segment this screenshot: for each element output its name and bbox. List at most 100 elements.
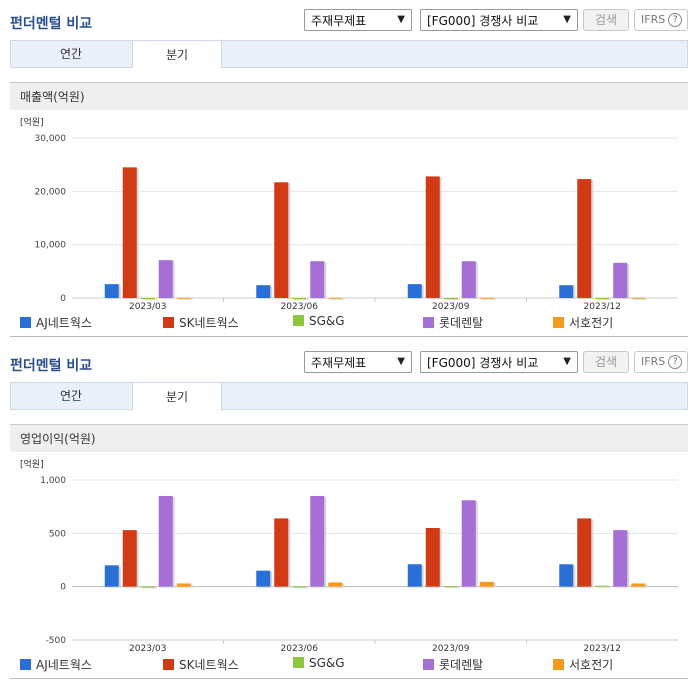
legend: AJ네트웍스 SK네트웍스 SG&G 롯데렌탈 서호전기 [20,656,680,672]
bar[interactable] [631,297,646,299]
x-tick-label: 2023/09 [432,644,470,652]
bar[interactable] [176,297,191,299]
legend-swatch [163,317,174,328]
bar[interactable] [461,261,476,298]
bar[interactable] [122,530,137,587]
bar-shadow [445,299,460,300]
bar[interactable] [407,284,422,298]
legend-item[interactable]: SG&G [293,314,345,328]
bar[interactable] [407,564,422,587]
panel-operating-profit: 펀더멘털 비교 주재무제표 ▼ [FG000] 경쟁사 비교 ▼ 검색 IFRS… [0,342,696,684]
peer-select[interactable]: [FG000] 경쟁사 비교 ▼ [420,351,578,373]
help-icon[interactable]: ? [668,355,683,369]
bar[interactable] [559,285,574,298]
bar[interactable] [274,518,289,587]
bar[interactable] [104,565,119,587]
legend-label: AJ네트웍스 [36,316,92,330]
legend-item[interactable]: SK네트웍스 [163,314,239,331]
bar[interactable] [479,581,494,587]
unit-label: [억원] [20,116,44,128]
peer-select[interactable]: [FG000] 경쟁사 비교 ▼ [420,9,578,31]
legend-swatch [423,659,434,670]
legend-label: SG&G [309,656,345,670]
legend-item[interactable]: 서호전기 [553,656,613,673]
legend-item[interactable]: AJ네트웍스 [20,314,92,331]
panel-title: 펀더멘털 비교 [10,16,93,32]
bar[interactable] [310,496,325,587]
bar[interactable] [595,298,610,299]
chevron-down-icon: ▼ [563,14,571,25]
legend-label: SK네트웍스 [179,316,239,330]
bar[interactable] [443,586,458,588]
bar[interactable] [256,285,271,298]
bar[interactable] [256,570,271,587]
bar[interactable] [140,586,155,588]
legend-swatch [293,657,304,668]
legend-item[interactable]: SG&G [293,656,345,670]
bar[interactable] [310,261,325,298]
legend-swatch [293,315,304,326]
bar[interactable] [577,179,592,298]
chevron-down-icon: ▼ [397,356,405,367]
bar[interactable] [104,284,119,298]
ifrs-button[interactable]: IFRS? [634,351,688,373]
tab-annual[interactable]: 연간 [59,389,83,403]
bar[interactable] [577,518,592,587]
bar[interactable] [443,298,458,299]
legend-label: 서호전기 [569,316,614,330]
x-tick-label: 2023/06 [281,644,319,652]
bar[interactable] [595,585,610,587]
bar-shadow [294,587,309,589]
tab-quarterly[interactable]: 분기 [132,382,222,411]
bar[interactable] [292,586,307,588]
ifrs-button[interactable]: IFRS? [634,9,688,31]
legend-item[interactable]: SK네트웍스 [163,656,239,673]
x-tick-label: 2023/03 [129,302,166,310]
bar[interactable] [461,500,476,587]
legend-swatch [553,317,564,328]
tab-quarterly[interactable]: 분기 [132,40,222,69]
y-tick-label: 20,000 [35,187,67,197]
y-tick-label: 0 [60,583,66,593]
bar[interactable] [613,530,628,587]
legend-item[interactable]: 롯데렌탈 [423,314,483,331]
unit-label: [억원] [20,458,44,470]
bar[interactable] [140,298,155,299]
bar-shadow [597,586,612,588]
bar[interactable] [631,583,646,587]
bar[interactable] [613,262,628,298]
statement-select[interactable]: 주재무제표 ▼ [304,351,412,373]
statement-select[interactable]: 주재무제표 ▼ [304,9,412,31]
help-icon[interactable]: ? [668,13,683,27]
bar[interactable] [292,298,307,299]
legend-swatch [423,317,434,328]
bar[interactable] [158,496,173,587]
bar-shadow [330,298,345,300]
search-button[interactable]: 검색 [583,9,629,31]
chevron-down-icon: ▼ [397,14,405,25]
legend-label: 롯데렌탈 [439,316,484,330]
y-tick-label: 500 [49,529,66,539]
bar[interactable] [158,260,173,298]
bar[interactable] [425,176,440,298]
bar-shadow [178,298,193,300]
legend-item[interactable]: 롯데렌탈 [423,656,483,673]
search-button[interactable]: 검색 [583,351,629,373]
panel-revenue: 펀더멘털 비교 주재무제표 ▼ [FG000] 경쟁사 비교 ▼ 검색 IFRS… [10,9,688,337]
bar[interactable] [479,297,494,299]
tab-annual[interactable]: 연간 [59,47,83,61]
peer-select-value: [FG000] 경쟁사 비교 [427,14,539,28]
bar[interactable] [122,167,137,298]
bar[interactable] [328,582,343,587]
bar[interactable] [274,182,289,298]
bar[interactable] [176,583,191,587]
period-tabs: 연간 분기 [10,382,688,411]
bar-shadow [294,299,309,300]
legend-item[interactable]: AJ네트웍스 [20,656,92,673]
bar[interactable] [559,564,574,587]
bar[interactable] [328,297,343,299]
bar[interactable] [425,528,440,587]
legend-item[interactable]: 서호전기 [553,314,613,331]
bar-shadow [142,587,157,589]
legend: AJ네트웍스 SK네트웍스 SG&G 롯데렌탈 서호전기 [20,314,680,330]
